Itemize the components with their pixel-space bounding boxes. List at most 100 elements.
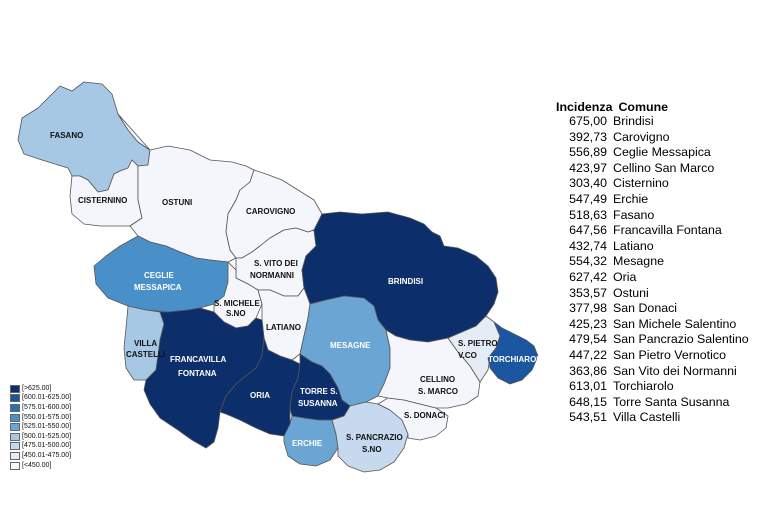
label-torre-line1: TORRE S. <box>300 387 338 396</box>
table-row: 627,42 Oria <box>556 270 749 286</box>
legend-item: [550.01-575.00] <box>10 413 71 423</box>
municipality-name: Oria <box>613 269 637 284</box>
table-row: 547,49 Erchie <box>556 192 749 208</box>
legend-item: [600.01-625.00] <box>10 394 71 404</box>
municipality-name: Francavilla Fontana <box>613 223 722 238</box>
incidence-value: 423,97 <box>569 160 607 175</box>
header-incidenza: Incidenza <box>556 100 613 114</box>
table-row: 303,40 Cisternino <box>556 176 749 192</box>
table-row: 447,22 San Pietro Vernotico <box>556 348 749 364</box>
municipality-name: Cellino San Marco <box>613 160 715 175</box>
label-san-pancrazio-line1: S. PANCRAZIO <box>346 433 403 442</box>
municipality-name: Cisternino <box>613 176 669 191</box>
municipality-ceglie <box>93 235 237 313</box>
label-san-michele-line2: S.NO <box>226 309 246 318</box>
legend-label: [550.01-575.00] <box>22 413 72 421</box>
legend-item: [>625.00] <box>10 384 71 394</box>
label-brindisi: BRINDISI <box>388 277 423 286</box>
municipality-name: Torchiarolo <box>613 379 674 394</box>
incidence-value: 479,54 <box>569 332 607 347</box>
municipality-name: Ceglie Messapica <box>613 145 711 160</box>
legend-item: [<450.00] <box>10 461 71 471</box>
legend-swatch <box>10 384 20 393</box>
municipality-name: Erchie <box>613 191 649 206</box>
incidence-value: 543,51 <box>569 410 607 425</box>
legend-label: [475.01-500.00] <box>22 442 72 450</box>
legend-item: [525.01-550.00] <box>10 422 71 432</box>
legend-swatch <box>10 403 20 412</box>
legend-label: [450.01-475.00] <box>22 451 72 459</box>
municipality-torchiarolo <box>487 321 539 385</box>
incidence-value: 627,42 <box>569 269 607 284</box>
legend-swatch <box>10 451 20 460</box>
label-ostuni: OSTUNI <box>162 198 192 207</box>
legend-item: [450.01-475.00] <box>10 451 71 461</box>
table-row: 648,15 Torre Santa Susanna <box>556 395 749 411</box>
label-san-vito-line1: S. VITO DEI <box>254 259 298 268</box>
incidence-value: 392,73 <box>569 129 607 144</box>
table-row: 613,01 Torchiarolo <box>556 379 749 395</box>
label-cisternino: CISTERNINO <box>78 196 127 205</box>
label-latiano: LATIANO <box>266 323 301 332</box>
municipality-name: Brindisi <box>613 114 654 128</box>
incidence-value: 447,22 <box>569 347 607 362</box>
label-torre-line2: SUSANNA <box>298 399 338 408</box>
incidence-value: 648,15 <box>569 394 607 409</box>
incidence-value: 518,63 <box>569 207 607 222</box>
incidence-value: 675,00 <box>569 114 607 128</box>
municipality-name: San Pietro Vernotico <box>613 347 726 362</box>
legend-swatch <box>10 423 20 432</box>
table-row: 423,97 Cellino San Marco <box>556 161 749 177</box>
table-row: 392,73 Carovigno <box>556 130 749 146</box>
legend-item: [575.01-600.00] <box>10 403 71 413</box>
label-san-michele-line1: S. MICHELE <box>214 299 260 308</box>
incidence-value: 647,56 <box>569 223 607 238</box>
incidence-value: 353,57 <box>569 285 607 300</box>
incidence-value: 613,01 <box>569 379 607 394</box>
label-mesagne: MESAGNE <box>330 341 371 350</box>
municipality-name: San Michele Salentino <box>613 316 737 331</box>
incidence-value: 303,40 <box>569 176 607 191</box>
legend-label: [575.01-600.00] <box>22 403 72 411</box>
municipality-name: San Vito dei Normanni <box>613 363 737 378</box>
label-villa-castelli-line2: CASTELLI <box>126 350 165 359</box>
legend-label: [600.01-625.00] <box>22 394 72 402</box>
legend-swatch <box>10 394 20 403</box>
label-fasano: FASANO <box>50 131 83 140</box>
legend: [>625.00] [600.01-625.00] [575.01-600.00… <box>10 384 71 470</box>
legend-label: [500.01-525.00] <box>22 432 72 440</box>
municipality-name: Latiano <box>613 238 654 253</box>
label-san-pietro-line2: V.CO <box>458 351 477 360</box>
legend-label: [525.01-550.00] <box>22 423 72 431</box>
table-header: Incidenza Comune <box>556 100 749 114</box>
label-francavilla-line2: FONTANA <box>178 369 217 378</box>
table-row: 377,98 San Donaci <box>556 301 749 317</box>
label-ceglie-line2: MESSAPICA <box>134 283 182 292</box>
legend-item: [500.01-525.00] <box>10 432 71 442</box>
municipality-name: Fasano <box>613 207 655 222</box>
label-san-pietro-line1: S. PIETRO <box>458 339 498 348</box>
municipality-name: Ostuni <box>613 285 649 300</box>
table-row: 518,63 Fasano <box>556 208 749 224</box>
incidence-value: 363,86 <box>569 363 607 378</box>
municipality-san-pancrazio <box>331 401 409 473</box>
legend-label: [>625.00] <box>22 384 52 392</box>
incidence-table: Incidenza Comune 675,00 Brindisi 392,73 Ca… <box>556 100 749 426</box>
incidence-value: 547,49 <box>569 191 607 206</box>
municipality-name: Carovigno <box>613 129 670 144</box>
incidence-value: 554,32 <box>569 254 607 269</box>
label-erchie: ERCHIE <box>292 439 323 448</box>
legend-swatch <box>10 461 20 470</box>
table-row: 556,89 Ceglie Messapica <box>556 145 749 161</box>
municipality-cellino <box>377 329 481 409</box>
incidence-value: 377,98 <box>569 301 607 316</box>
municipality-name: San Donaci <box>613 301 678 316</box>
label-villa-castelli-line1: VILLA <box>134 339 157 348</box>
header-comune: Comune <box>618 100 669 114</box>
table-row: 675,00 Brindisi <box>556 114 749 130</box>
label-san-donaci: S. DONACI <box>404 411 445 420</box>
label-ceglie-line1: CEGLIE <box>144 271 174 280</box>
legend-item: [475.01-500.00] <box>10 442 71 452</box>
municipality-name: Torre Santa Susanna <box>613 394 730 409</box>
